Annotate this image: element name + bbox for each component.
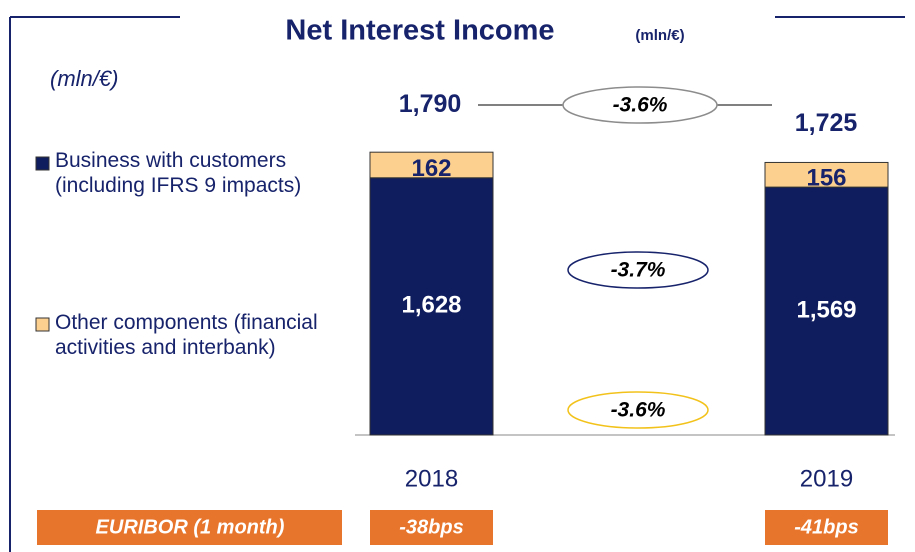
change-label: -3.6% <box>613 94 668 117</box>
euribor-value: -38bps <box>399 516 463 538</box>
legend-swatch <box>35 156 50 171</box>
euribor-box <box>765 510 888 545</box>
bar <box>369 177 494 436</box>
euribor-box <box>370 510 493 545</box>
bar <box>764 161 889 188</box>
legend-swatch <box>35 317 50 332</box>
total-label: 1,790 <box>399 90 462 118</box>
legend-entry: Other components (financial activities a… <box>55 311 318 359</box>
total-label: 1,725 <box>795 109 858 137</box>
x-tick-label: 2018 <box>405 465 458 492</box>
title-unit: (mln/€) <box>635 27 684 44</box>
euribor-value: -41bps <box>794 516 858 538</box>
euribor-label: EURIBOR (1 month) <box>96 516 285 538</box>
chart-title: Net Interest Income <box>285 15 554 47</box>
change-ellipse <box>567 391 709 429</box>
data-label: 1,569 <box>796 296 856 323</box>
bar <box>369 151 494 179</box>
data-label: 156 <box>806 164 846 191</box>
legend-entry: Business with customers (including IFRS … <box>55 149 302 197</box>
bar <box>764 186 889 436</box>
change-label: -3.7% <box>611 259 666 282</box>
change-ellipse <box>562 86 718 124</box>
x-tick-label: 2019 <box>800 465 853 492</box>
data-label: 1,628 <box>401 292 461 319</box>
unit-label: (mln/€) <box>50 66 118 91</box>
change-ellipse <box>567 251 709 289</box>
data-label: 162 <box>411 155 451 182</box>
euribor-box <box>37 510 342 545</box>
change-label: -3.6% <box>611 399 666 422</box>
